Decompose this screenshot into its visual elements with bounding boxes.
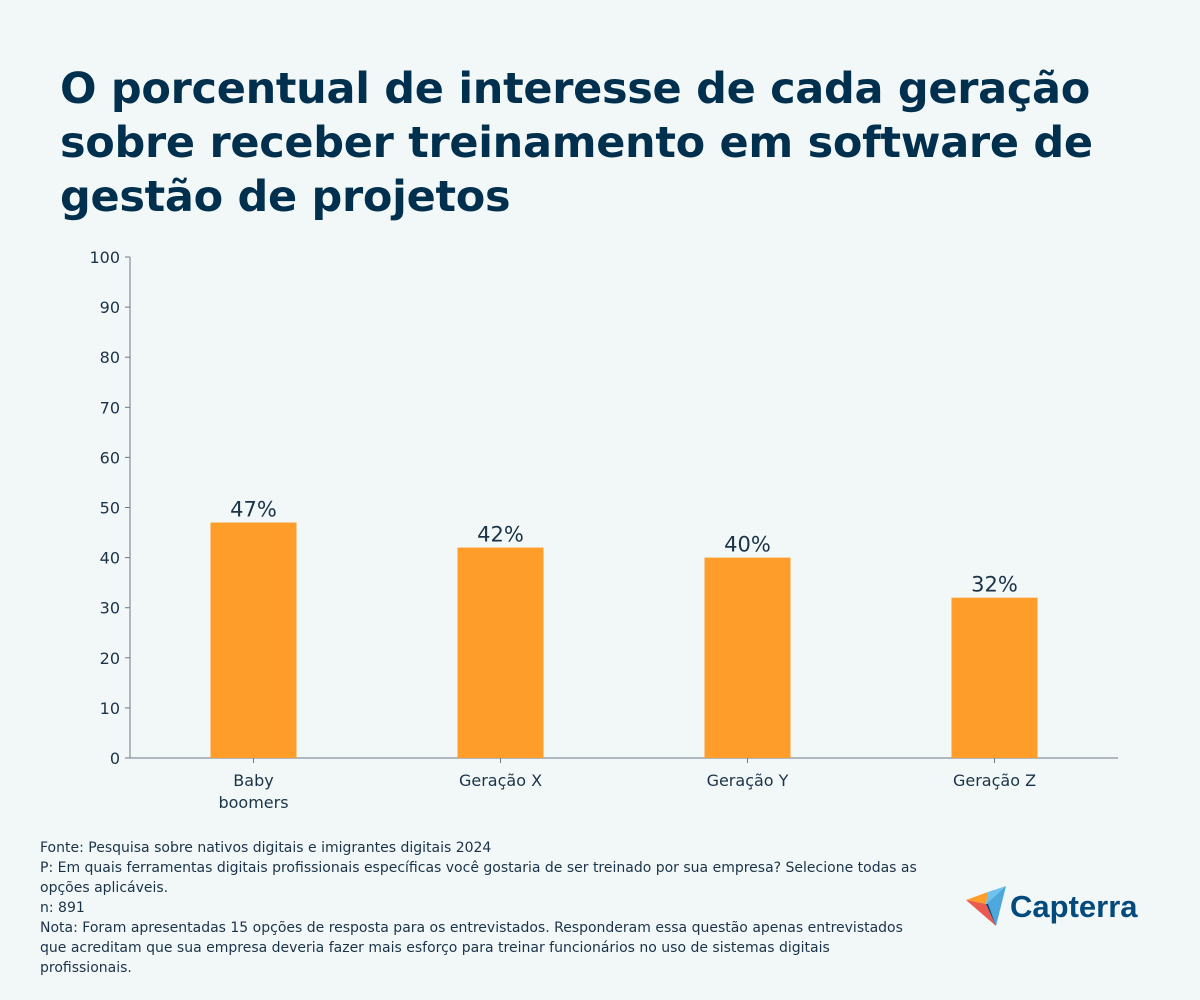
bar bbox=[457, 547, 544, 758]
x-category-label: Geração Z bbox=[953, 771, 1036, 790]
footnotes: Fonte: Pesquisa sobre nativos digitais e… bbox=[40, 838, 920, 978]
sample-size-note: n: 891 bbox=[40, 900, 85, 916]
y-tick-label: 80 bbox=[100, 348, 120, 367]
y-tick-label: 90 bbox=[100, 298, 120, 317]
y-tick-label: 50 bbox=[100, 499, 120, 518]
data-label: 32% bbox=[971, 573, 1018, 597]
capterra-logo-icon bbox=[966, 886, 1006, 926]
capterra-logo: Capterra bbox=[966, 886, 1138, 928]
x-category-label: Baby bbox=[233, 771, 273, 790]
y-tick-label: 20 bbox=[100, 649, 120, 668]
y-tick-label: 70 bbox=[100, 398, 120, 417]
bar bbox=[704, 557, 791, 758]
chart-title: O porcentual de interesse de cada geraçã… bbox=[60, 64, 1093, 222]
data-label: 42% bbox=[477, 523, 524, 547]
x-category-label: Geração X bbox=[459, 771, 542, 790]
bar bbox=[951, 597, 1038, 758]
y-tick-label: 0 bbox=[110, 749, 120, 768]
x-category-label: Geração Y bbox=[707, 771, 789, 790]
source-note: Fonte: Pesquisa sobre nativos digitais e… bbox=[40, 840, 492, 856]
bar-chart: 0 10 20 30 40 50 60 70 80 90 100 47% Baby boomers 42% G… bbox=[89, 248, 1118, 812]
question-note: P: Em quais ferramentas digitais profiss… bbox=[40, 860, 917, 896]
x-category-label: boomers bbox=[218, 793, 288, 812]
y-tick-label: 60 bbox=[100, 448, 120, 467]
bar bbox=[210, 522, 297, 758]
y-tick-label: 30 bbox=[100, 599, 120, 618]
capterra-logo-text: Capterra bbox=[1010, 889, 1138, 924]
y-tick-label: 100 bbox=[89, 248, 120, 267]
method-note: Nota: Foram apresentadas 15 opções de re… bbox=[40, 920, 903, 976]
y-tick-label: 40 bbox=[100, 549, 120, 568]
y-tick-label: 10 bbox=[100, 699, 120, 718]
data-label: 47% bbox=[230, 498, 277, 522]
data-label: 40% bbox=[724, 533, 771, 557]
